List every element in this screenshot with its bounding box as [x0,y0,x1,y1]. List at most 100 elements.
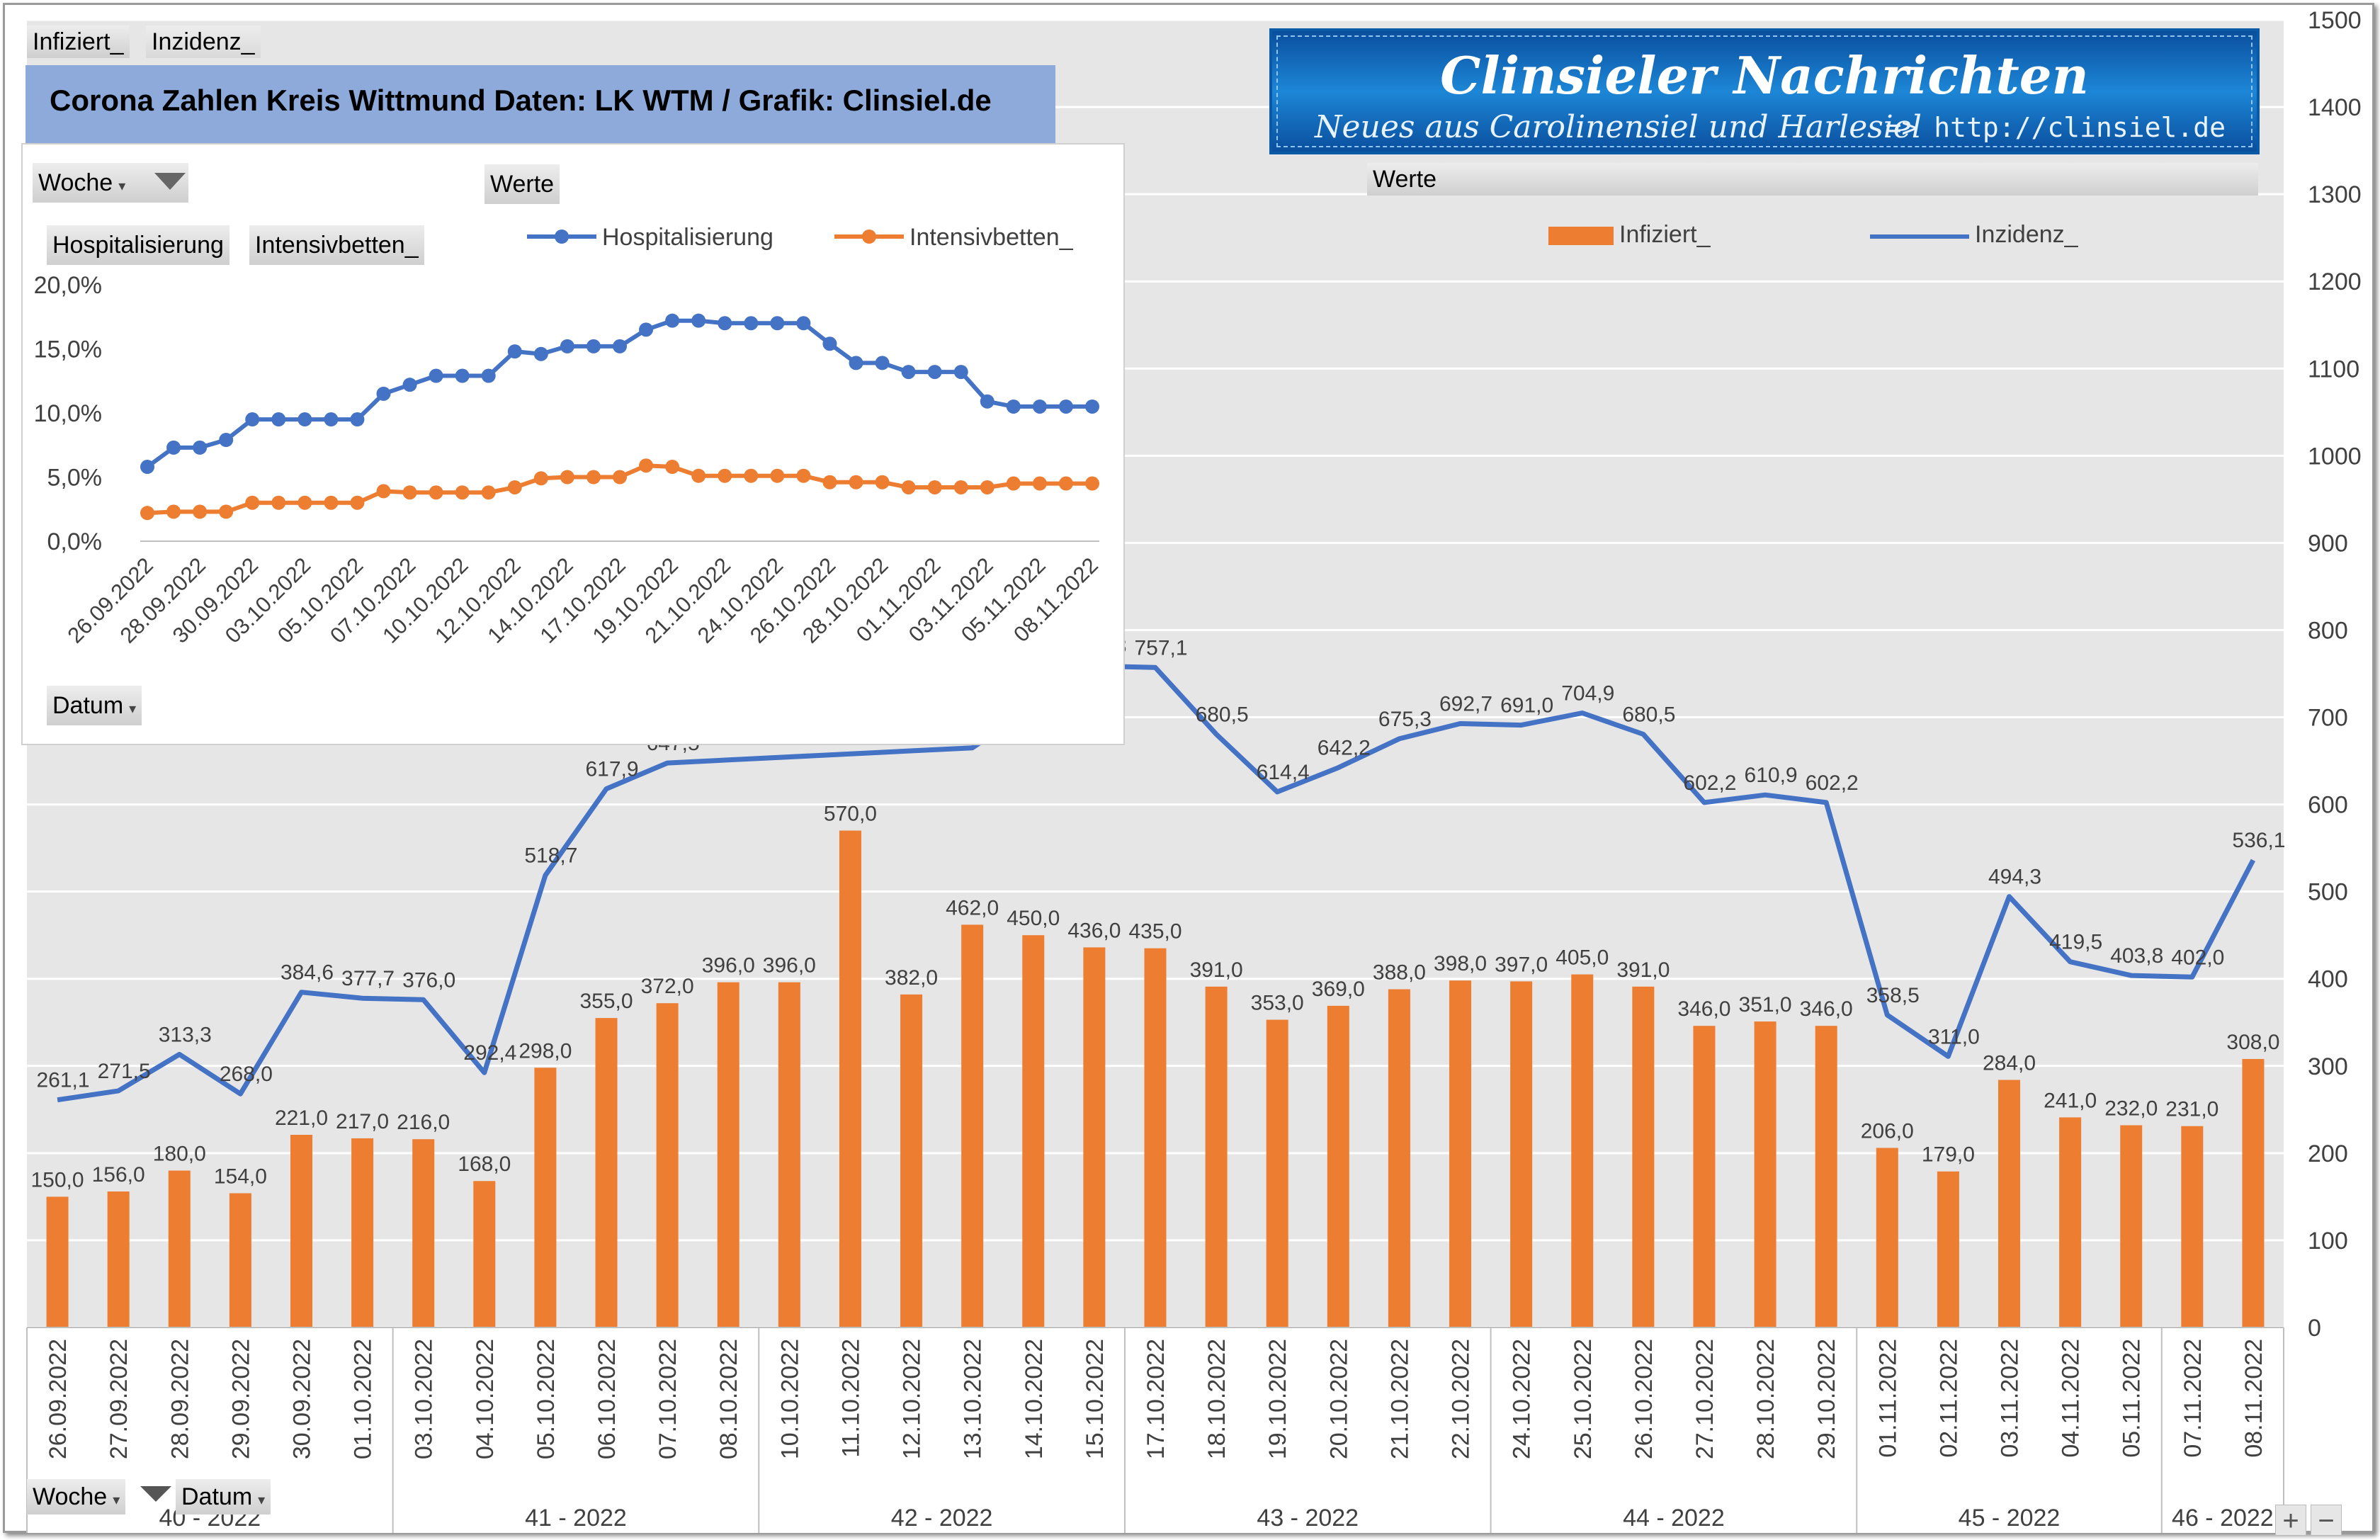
bar-infiziert[interactable] [1876,1148,1898,1327]
inset-point[interactable] [718,316,732,331]
bar-infiziert[interactable] [656,1003,679,1327]
bar-infiziert[interactable] [229,1193,251,1327]
inset-point[interactable] [455,368,470,383]
bar-infiziert[interactable] [2242,1058,2265,1327]
inset-point[interactable] [402,378,417,392]
inset-point[interactable] [350,495,365,510]
field-button-inzidenz[interactable]: Inzidenz_ [146,26,261,58]
inset-point[interactable] [586,339,601,353]
inset-point[interactable] [1058,476,1073,491]
inset-woche-button[interactable]: Woche ▾ [33,163,188,203]
field-button-woche-main[interactable]: Woche ▾ [27,1479,126,1514]
bar-infiziert[interactable] [1083,947,1106,1327]
inset-point[interactable] [560,470,574,485]
inset-point[interactable] [980,394,994,409]
bar-infiziert[interactable] [2059,1117,2082,1327]
bar-infiziert[interactable] [168,1170,191,1327]
inset-point[interactable] [1006,476,1021,491]
inset-point[interactable] [193,440,208,455]
bar-infiziert[interactable] [46,1196,69,1327]
inset-point[interactable] [324,412,339,427]
zoom-in-button[interactable]: + [2275,1505,2306,1536]
bar-infiziert[interactable] [1937,1171,1959,1327]
inset-point[interactable] [849,356,863,370]
inset-point[interactable] [875,475,890,489]
bar-infiziert[interactable] [900,994,923,1327]
inset-point[interactable] [822,336,837,351]
bar-infiziert[interactable] [1266,1019,1288,1327]
inset-hospitalisierung-button[interactable]: Hospitalisierung [47,225,230,265]
bar-infiziert[interactable] [1754,1021,1776,1327]
inset-point[interactable] [1058,399,1073,414]
bar-infiziert[interactable] [473,1181,496,1327]
inset-point[interactable] [613,339,627,353]
inset-point[interactable] [560,339,574,353]
inset-point[interactable] [718,468,732,483]
inset-point[interactable] [140,460,154,475]
bar-infiziert[interactable] [839,830,861,1327]
inset-point[interactable] [822,475,837,489]
inset-point[interactable] [980,480,994,494]
bar-infiziert[interactable] [1205,986,1228,1327]
inset-point[interactable] [613,470,627,485]
inset-point[interactable] [245,412,260,427]
inset-point[interactable] [1032,399,1047,414]
bar-infiziert[interactable] [778,982,800,1327]
inset-point[interactable] [665,460,680,475]
inset-point[interactable] [849,475,863,489]
inset-point[interactable] [691,468,706,483]
inset-point[interactable] [298,495,312,510]
bar-infiziert[interactable] [1693,1026,1716,1327]
inset-point[interactable] [166,440,181,455]
inset-point[interactable] [271,495,286,510]
filter-icon[interactable] [140,1486,171,1502]
inset-point[interactable] [481,368,496,383]
inset-point[interactable] [507,344,522,359]
field-button-infiziert[interactable]: Infiziert_ [27,26,130,58]
bar-infiziert[interactable] [1022,935,1045,1327]
inset-point[interactable] [639,322,654,337]
inset-point[interactable] [927,480,942,494]
inset-point[interactable] [665,313,680,328]
inset-point[interactable] [796,316,811,331]
inset-point[interactable] [953,365,968,380]
inset-point[interactable] [402,485,417,500]
bar-infiziert[interactable] [351,1138,374,1327]
inset-point[interactable] [1032,476,1047,491]
inset-point[interactable] [507,480,522,494]
bar-infiziert[interactable] [1327,1005,1349,1327]
inset-point[interactable] [324,495,339,510]
inset-point[interactable] [166,504,181,519]
bar-infiziert[interactable] [1388,989,1410,1327]
inset-point[interactable] [533,471,548,486]
inset-point[interactable] [770,316,785,331]
inset-point[interactable] [901,480,916,494]
bar-infiziert[interactable] [534,1068,557,1327]
bar-infiziert[interactable] [2120,1125,2143,1327]
bar-infiziert[interactable] [1144,948,1167,1327]
inset-point[interactable] [376,386,391,401]
bar-infiziert[interactable] [1449,980,1472,1327]
inset-point[interactable] [481,485,496,500]
inset-point[interactable] [770,468,785,483]
inset-point[interactable] [271,412,286,427]
zoom-out-button[interactable]: − [2311,1505,2342,1536]
field-button-werte-main[interactable]: Werte [1367,163,2258,196]
inset-point[interactable] [219,433,234,448]
inset-point[interactable] [350,412,365,427]
inset-filter-icon[interactable] [154,173,186,190]
inset-werte-button[interactable]: Werte [484,164,560,204]
inset-point[interactable] [586,470,601,485]
inset-point[interactable] [639,458,654,473]
inset-point[interactable] [901,365,916,380]
bar-infiziert[interactable] [1998,1080,2021,1327]
inset-point[interactable] [796,468,811,483]
inset-point[interactable] [533,346,548,361]
inset-point[interactable] [376,484,391,499]
inset-datum-button[interactable]: Datum ▾ [47,686,142,725]
bar-infiziert[interactable] [2181,1126,2204,1327]
inset-point[interactable] [429,485,443,500]
bar-infiziert[interactable] [595,1018,618,1327]
inset-point[interactable] [219,504,234,519]
inset-point[interactable] [1085,399,1099,414]
